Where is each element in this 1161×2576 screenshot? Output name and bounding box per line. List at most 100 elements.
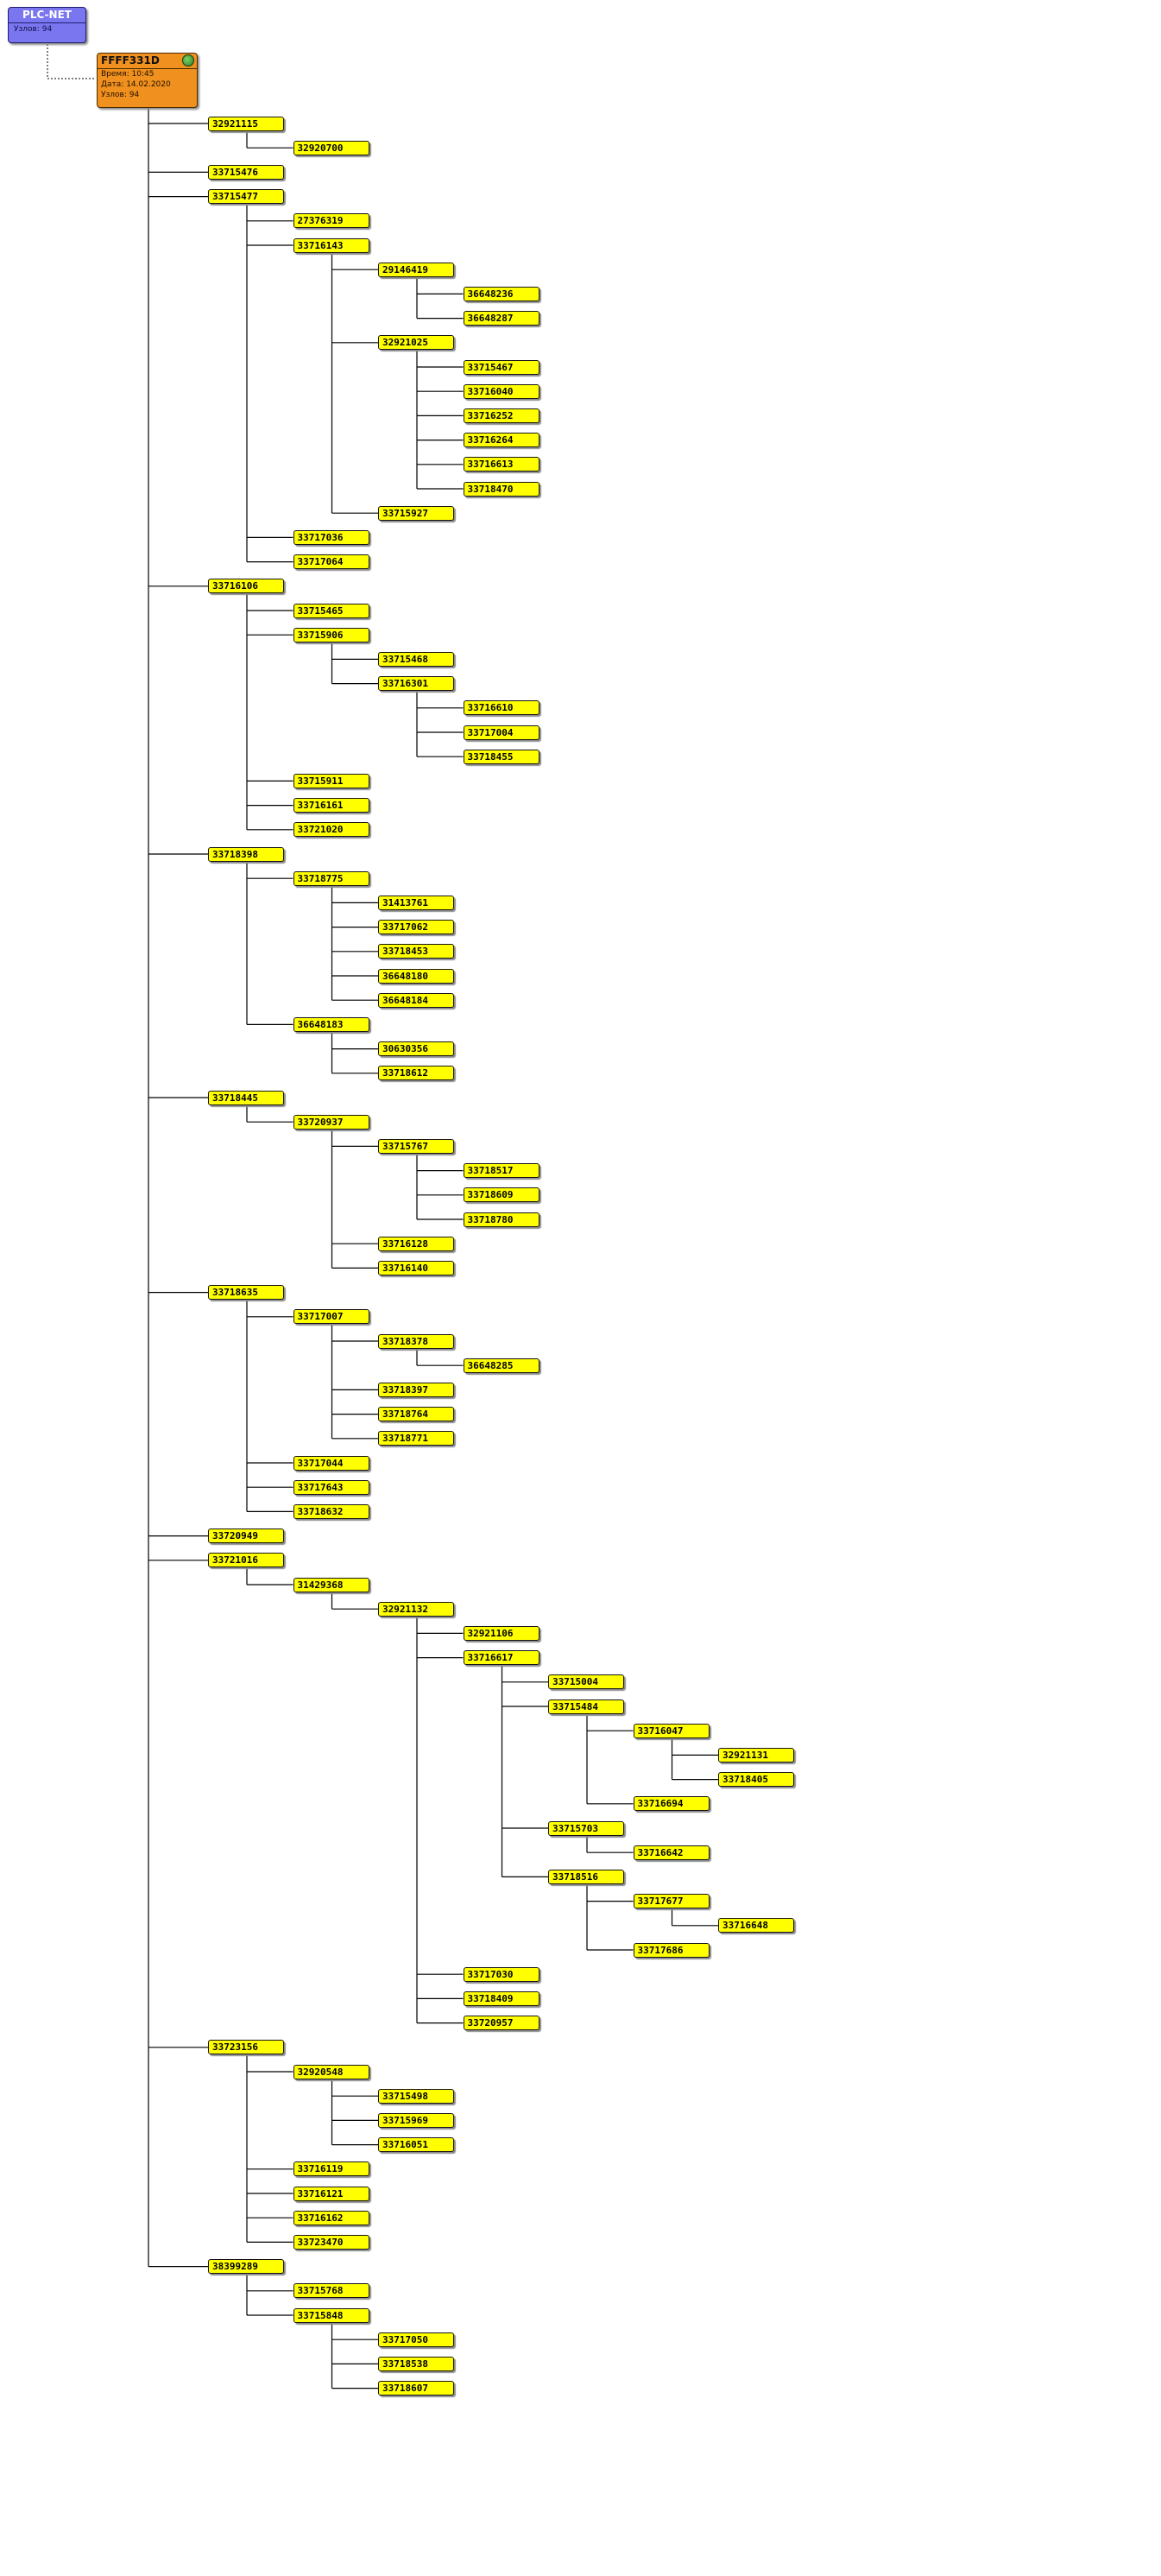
meter-node-33716047[interactable]: 33716047 (633, 1723, 710, 1738)
meter-node-36648184[interactable]: 36648184 (378, 992, 454, 1008)
meter-node-33718764[interactable]: 33718764 (378, 1407, 454, 1422)
meter-node-33718470[interactable]: 33718470 (463, 481, 539, 497)
meter-node-33715468[interactable]: 33715468 (378, 651, 454, 667)
meter-node-33715969[interactable]: 33715969 (378, 2112, 454, 2128)
meter-node-33718538[interactable]: 33718538 (378, 2356, 454, 2371)
meter-node-36648287[interactable]: 36648287 (463, 311, 539, 326)
meter-node-33718378[interactable]: 33718378 (378, 1333, 454, 1349)
meter-node-33716694[interactable]: 33716694 (633, 1796, 710, 1812)
meter-node-33717030[interactable]: 33717030 (463, 1966, 539, 1982)
meter-node-33718607[interactable]: 33718607 (378, 2381, 454, 2396)
network-globe-icon (182, 54, 194, 66)
meter-node-33718445[interactable]: 33718445 (208, 1090, 284, 1105)
meter-node-33723470[interactable]: 33723470 (293, 2234, 369, 2250)
meter-node-33721020[interactable]: 33721020 (293, 822, 369, 838)
meter-node-33717044[interactable]: 33717044 (293, 1455, 369, 1471)
meter-node-33717050[interactable]: 33717050 (378, 2332, 454, 2347)
meter-node-33723156[interactable]: 33723156 (208, 2040, 284, 2055)
meter-node-33716128[interactable]: 33716128 (378, 1236, 454, 1251)
meter-node-33718516[interactable]: 33718516 (548, 1869, 624, 1884)
meter-node-27376319[interactable]: 27376319 (293, 213, 369, 229)
meter-node-33718517[interactable]: 33718517 (463, 1163, 539, 1179)
meter-node-33715911[interactable]: 33715911 (293, 773, 369, 788)
meter-node-33718397[interactable]: 33718397 (378, 1382, 454, 1397)
meter-node-30630356[interactable]: 30630356 (378, 1041, 454, 1057)
meter-node-33720957[interactable]: 33720957 (463, 2016, 539, 2031)
meter-node-33715477[interactable]: 33715477 (208, 189, 284, 205)
meter-node-33718632[interactable]: 33718632 (293, 1503, 369, 1519)
meter-node-33716252[interactable]: 33716252 (463, 408, 539, 423)
meter-node-31429368[interactable]: 31429368 (293, 1577, 369, 1592)
meter-node-29146419[interactable]: 29146419 (378, 262, 454, 277)
meter-node-33716161[interactable]: 33716161 (293, 798, 369, 813)
meter-node-36648236[interactable]: 36648236 (463, 286, 539, 301)
meter-node-33718609[interactable]: 33718609 (463, 1187, 539, 1203)
meter-node-33718635[interactable]: 33718635 (208, 1285, 284, 1301)
meter-node-32921025[interactable]: 32921025 (378, 335, 454, 351)
meter-node-33718612[interactable]: 33718612 (378, 1066, 454, 1081)
root-subtitle: Узлов: 94 (14, 25, 53, 34)
concentrator-node[interactable]: FFFF331D Время: 10:45 Дата: 14.02.2020 У… (97, 53, 198, 108)
meter-node-33716648[interactable]: 33716648 (718, 1918, 794, 1934)
meter-node-33716121[interactable]: 33716121 (293, 2186, 369, 2201)
meter-node-36648285[interactable]: 36648285 (463, 1358, 539, 1373)
meter-node-33717004[interactable]: 33717004 (463, 725, 539, 740)
meter-node-33715768[interactable]: 33715768 (293, 2283, 369, 2299)
meter-node-33720949[interactable]: 33720949 (208, 1529, 284, 1544)
meter-node-33715476[interactable]: 33715476 (208, 164, 284, 180)
meter-node-33716119[interactable]: 33716119 (293, 2161, 369, 2177)
meter-node-33717686[interactable]: 33717686 (633, 1942, 710, 1958)
meter-node-33716301[interactable]: 33716301 (378, 676, 454, 692)
meter-node-33716040[interactable]: 33716040 (463, 383, 539, 399)
meter-node-33715004[interactable]: 33715004 (548, 1674, 624, 1690)
meter-node-33716642[interactable]: 33716642 (633, 1845, 710, 1860)
meter-node-32921132[interactable]: 32921132 (378, 1601, 454, 1617)
meter-node-33717064[interactable]: 33717064 (293, 554, 369, 570)
meter-node-32921106[interactable]: 32921106 (463, 1625, 539, 1641)
meter-node-33715767[interactable]: 33715767 (378, 1138, 454, 1154)
meter-node-33716610[interactable]: 33716610 (463, 700, 539, 716)
meter-node-36648183[interactable]: 36648183 (293, 1016, 369, 1032)
meter-node-33718775[interactable]: 33718775 (293, 870, 369, 886)
meter-node-33715848[interactable]: 33715848 (293, 2307, 369, 2323)
meter-node-33717677[interactable]: 33717677 (633, 1894, 710, 1909)
meter-node-33715906[interactable]: 33715906 (293, 627, 369, 642)
meter-node-33721016[interactable]: 33721016 (208, 1553, 284, 1568)
meter-node-32920700[interactable]: 32920700 (293, 140, 369, 155)
meter-node-33717643[interactable]: 33717643 (293, 1479, 369, 1495)
meter-node-33717062[interactable]: 33717062 (378, 920, 454, 935)
meter-node-33716617[interactable]: 33716617 (463, 1650, 539, 1666)
meter-node-33717036[interactable]: 33717036 (293, 529, 369, 545)
meter-node-33715484[interactable]: 33715484 (548, 1699, 624, 1714)
meter-node-33718405[interactable]: 33718405 (718, 1772, 794, 1788)
meter-node-32921131[interactable]: 32921131 (718, 1747, 794, 1763)
meter-node-33716140[interactable]: 33716140 (378, 1260, 454, 1275)
meter-node-33715498[interactable]: 33715498 (378, 2088, 454, 2104)
meter-node-33720937[interactable]: 33720937 (293, 1114, 369, 1130)
meter-node-33716143[interactable]: 33716143 (293, 237, 369, 253)
meter-node-33718453[interactable]: 33718453 (378, 944, 454, 959)
meter-node-38399289[interactable]: 38399289 (208, 2259, 284, 2275)
meter-node-33715467[interactable]: 33715467 (463, 359, 539, 375)
meter-node-32921115[interactable]: 32921115 (208, 116, 284, 131)
meter-node-36648180[interactable]: 36648180 (378, 968, 454, 984)
meter-node-33715927[interactable]: 33715927 (378, 505, 454, 521)
meter-node-33716106[interactable]: 33716106 (208, 579, 284, 594)
meter-node-33716613[interactable]: 33716613 (463, 457, 539, 472)
meter-node-33715465[interactable]: 33715465 (293, 603, 369, 618)
meter-node-33717007[interactable]: 33717007 (293, 1309, 369, 1325)
meter-node-33718409[interactable]: 33718409 (463, 1991, 539, 2006)
meter-node-33716162[interactable]: 33716162 (293, 2210, 369, 2225)
meter-node-33716051[interactable]: 33716051 (378, 2137, 454, 2153)
meter-node-33716264[interactable]: 33716264 (463, 433, 539, 448)
meter-node-33718455[interactable]: 33718455 (463, 749, 539, 764)
meter-node-33718780[interactable]: 33718780 (463, 1212, 539, 1227)
root-title: PLC-NET (9, 8, 85, 23)
meter-node-33718398[interactable]: 33718398 (208, 846, 284, 862)
root-node-plc-net[interactable]: PLC-NET Узлов: 94 (8, 7, 86, 43)
meter-node-33718771[interactable]: 33718771 (378, 1431, 454, 1446)
meter-node-33715703[interactable]: 33715703 (548, 1820, 624, 1836)
meter-node-31413761[interactable]: 31413761 (378, 895, 454, 910)
meter-node-32920548[interactable]: 32920548 (293, 2064, 369, 2079)
